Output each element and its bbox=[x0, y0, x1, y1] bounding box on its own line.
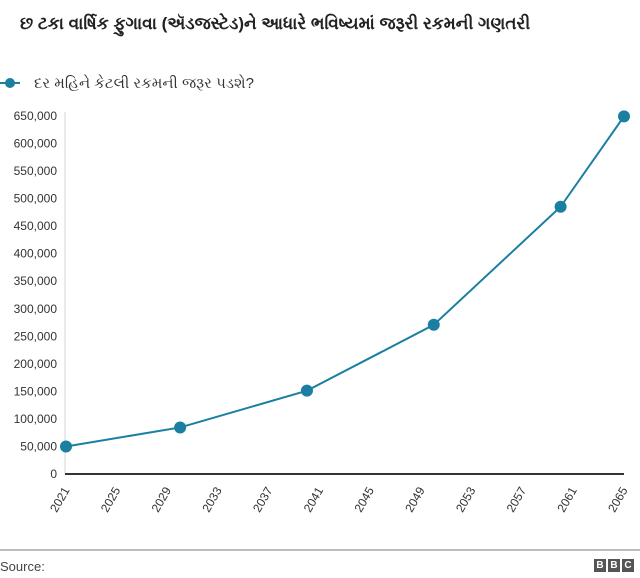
y-tick-label: 250,000 bbox=[14, 329, 58, 343]
x-tick-label: 2049 bbox=[402, 484, 428, 514]
y-tick-label: 150,000 bbox=[14, 384, 58, 398]
data-point bbox=[427, 318, 440, 331]
legend: દર મહિને કેટલી રકમની જરૂર પડશે? bbox=[0, 72, 254, 94]
data-point bbox=[174, 421, 187, 434]
line-chart: 0 50,000 100,000 150,000 200,000 250,000 300,0… bbox=[14, 109, 631, 515]
x-tick-label: 2057 bbox=[504, 484, 530, 514]
x-tick-label: 2065 bbox=[605, 484, 631, 514]
y-tick-label: 350,000 bbox=[14, 274, 58, 288]
y-tick-label: 600,000 bbox=[14, 137, 58, 151]
x-tick-label: 2053 bbox=[453, 484, 479, 514]
x-tick-label: 2061 bbox=[554, 484, 580, 514]
y-tick-label: 0 bbox=[50, 467, 57, 481]
bbc-logo-letter: C bbox=[622, 559, 634, 572]
source-label: Source: bbox=[0, 559, 45, 574]
data-point bbox=[300, 384, 313, 397]
x-tick-label: 2033 bbox=[199, 484, 225, 514]
data-point bbox=[618, 110, 630, 123]
chart-title: છ ટકા વાર્ષિક ફુગાવા (ઍડજસ્ટેડ)ને આધારે … bbox=[20, 14, 531, 33]
x-tick-label: 2025 bbox=[98, 484, 124, 514]
legend-label: દર મહિને કેટલી રકમની જરૂર પડશે? bbox=[34, 74, 254, 92]
x-tick-label: 2037 bbox=[250, 484, 276, 514]
legend-marker-icon bbox=[0, 78, 20, 88]
x-tick-label: 2021 bbox=[47, 484, 73, 514]
y-tick-label: 400,000 bbox=[14, 247, 58, 261]
x-tick-label: 2041 bbox=[301, 484, 327, 514]
data-point bbox=[60, 440, 72, 453]
y-tick-label: 200,000 bbox=[14, 357, 58, 371]
y-tick-label: 500,000 bbox=[14, 192, 58, 206]
y-tick-label: 100,000 bbox=[14, 412, 58, 426]
x-tick-label: 2045 bbox=[351, 484, 377, 514]
y-tick-label: 50,000 bbox=[20, 439, 57, 453]
bbc-logo: B B C bbox=[594, 559, 634, 572]
footer-divider bbox=[0, 549, 640, 551]
bbc-logo-letter: B bbox=[608, 559, 620, 572]
bbc-logo-letter: B bbox=[594, 559, 606, 572]
y-tick-label: 550,000 bbox=[14, 164, 58, 178]
y-tick-label: 300,000 bbox=[14, 302, 58, 316]
series-line bbox=[65, 115, 625, 448]
data-point bbox=[554, 200, 567, 213]
y-tick-label: 450,000 bbox=[14, 219, 58, 233]
y-tick-label: 650,000 bbox=[14, 109, 58, 123]
x-tick-label: 2029 bbox=[149, 484, 175, 514]
